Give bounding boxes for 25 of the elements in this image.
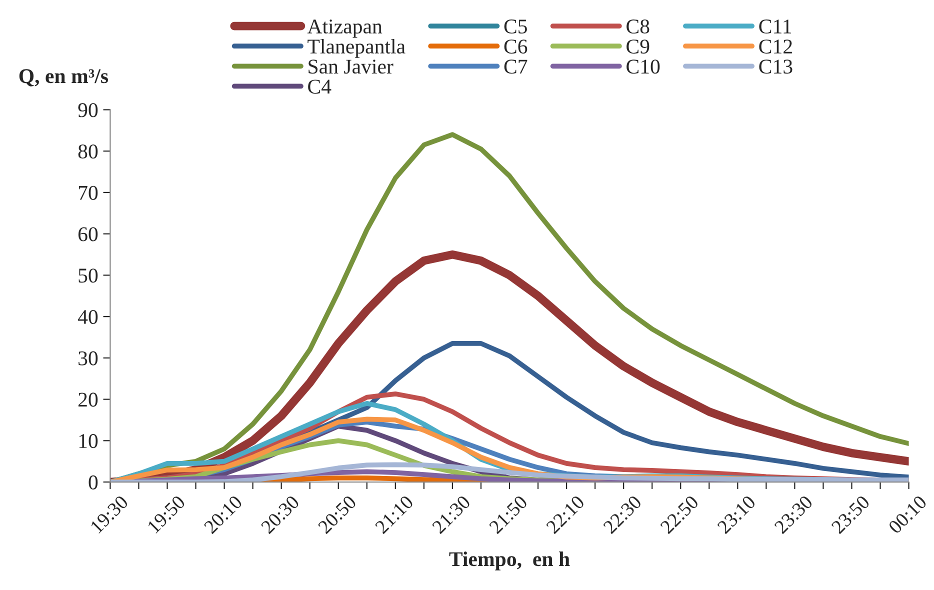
legend-label: C12	[759, 40, 792, 54]
y-tick-label: 20	[78, 392, 98, 407]
legend-label: Tlanepantla	[308, 38, 406, 58]
legend-label: C8	[626, 19, 650, 34]
y-tick-label: 50	[78, 268, 98, 283]
legend-label: C6	[504, 40, 528, 54]
y-tick-label: 40	[78, 310, 98, 324]
legend-label: C5	[504, 20, 527, 34]
legend-label: C11	[759, 20, 792, 34]
legend-label: C7	[504, 60, 528, 74]
legend-label: C4	[308, 80, 332, 94]
legend-label: C10	[626, 60, 660, 74]
legend-label: C9	[626, 40, 650, 54]
legend-label: San Javier	[308, 60, 394, 74]
y-tick-label: 0	[88, 475, 98, 490]
y-tick-label: 10	[79, 434, 98, 448]
y-axis-title: Q, en m³/s	[19, 69, 108, 86]
x-axis-title: Tiempo, en h	[449, 552, 570, 570]
legend-label: Atizapan	[307, 20, 382, 38]
legend-label: C13	[759, 60, 792, 74]
y-tick-label: 80	[78, 144, 98, 159]
y-tick-label: 70	[78, 186, 98, 200]
y-tick-label: 60	[78, 227, 98, 242]
y-tick-label: 90	[78, 103, 98, 118]
y-tick-label: 30	[78, 351, 98, 366]
